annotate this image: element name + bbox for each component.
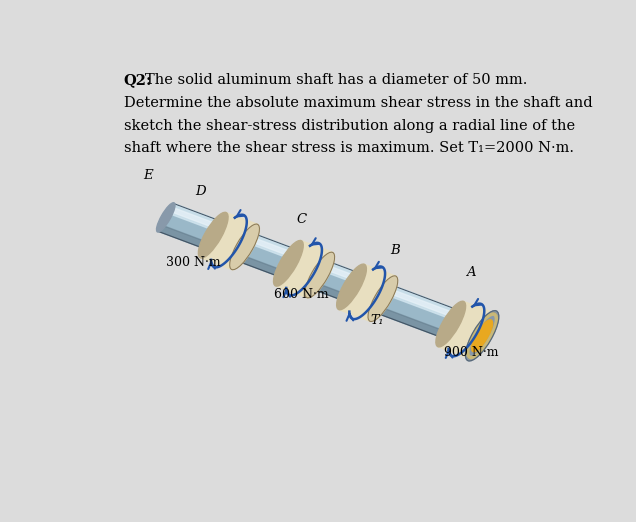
Text: 600 N·m: 600 N·m	[274, 288, 329, 301]
Polygon shape	[339, 264, 396, 322]
Text: A: A	[466, 266, 476, 279]
Text: T₁: T₁	[370, 314, 384, 327]
Ellipse shape	[471, 320, 493, 352]
Text: shaft where the shear stress is maximum. Set T₁=2000 N·m.: shaft where the shear stress is maximum.…	[124, 141, 574, 156]
Text: 900 N·m: 900 N·m	[444, 346, 499, 359]
Ellipse shape	[156, 203, 175, 232]
Ellipse shape	[467, 313, 497, 359]
Text: sketch the shear-stress distribution along a radial line of the: sketch the shear-stress distribution alo…	[124, 118, 575, 133]
Ellipse shape	[336, 264, 366, 310]
Ellipse shape	[466, 311, 499, 361]
Ellipse shape	[230, 224, 259, 270]
Text: B: B	[390, 244, 400, 256]
Ellipse shape	[198, 212, 228, 258]
Ellipse shape	[273, 241, 303, 286]
Text: Q2:: Q2:	[124, 73, 153, 87]
Polygon shape	[275, 241, 333, 298]
Text: C: C	[296, 213, 307, 227]
Polygon shape	[158, 204, 474, 344]
Text: 300 N·m: 300 N·m	[166, 256, 221, 269]
Text: D: D	[195, 185, 206, 198]
Ellipse shape	[436, 301, 466, 347]
Polygon shape	[168, 204, 474, 326]
Polygon shape	[438, 301, 495, 359]
Polygon shape	[158, 225, 462, 344]
Text: The solid aluminum shaft has a diameter of 50 mm.: The solid aluminum shaft has a diameter …	[144, 73, 527, 87]
Ellipse shape	[368, 276, 398, 322]
Polygon shape	[169, 207, 473, 324]
Text: Determine the absolute maximum shear stress in the shaft and: Determine the absolute maximum shear str…	[124, 96, 593, 110]
Polygon shape	[200, 212, 258, 269]
Text: E: E	[144, 169, 153, 182]
Ellipse shape	[305, 252, 335, 298]
